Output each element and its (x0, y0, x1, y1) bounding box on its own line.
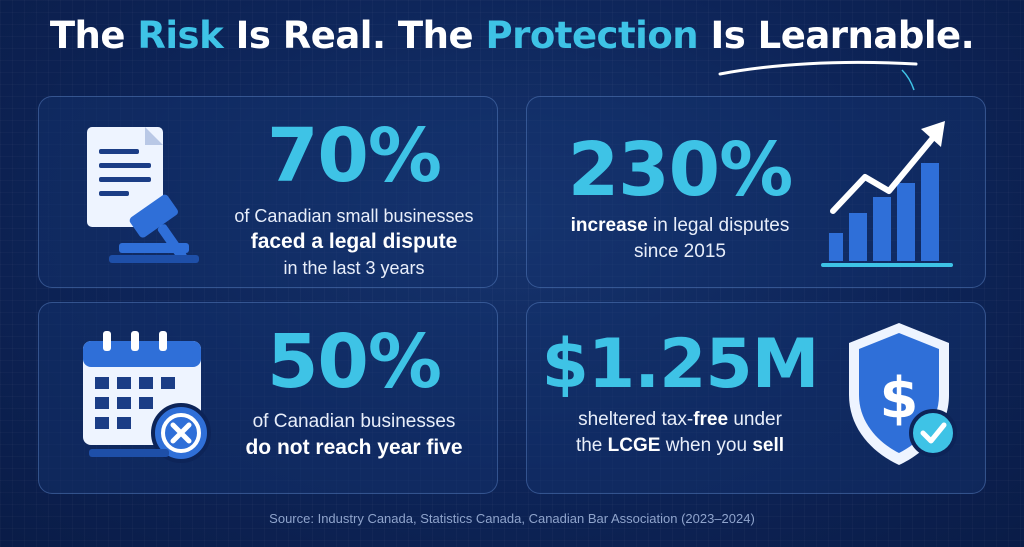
stat-description: increase in legal disputes since 2015 (570, 215, 790, 262)
headline-accent-risk: Risk (137, 14, 224, 57)
headline-accent-protection: Protection (485, 14, 699, 57)
svg-text:$: $ (880, 366, 919, 431)
stat-description: of Canadian businesses do not reach year… (245, 411, 463, 459)
stat-value: 230% (567, 127, 794, 213)
shield-dollar-check-icon: $ (849, 323, 957, 465)
stat-card-business-survival: 50% of Canadian businesses do not reach … (38, 302, 498, 494)
underline-swoosh (718, 60, 918, 91)
calendar-x-icon (83, 331, 211, 463)
stat-description: sheltered tax-free under the LCGE when y… (575, 409, 785, 456)
stat-value: 50% (266, 319, 442, 405)
document-gavel-icon (87, 127, 199, 263)
source-citation: Source: Industry Canada, Statistics Cana… (269, 511, 755, 526)
stat-description: of Canadian small businesses faced a leg… (234, 206, 474, 278)
stat-value: $1.25M (541, 325, 820, 404)
page-title: The Risk Is Real. The Protection Is Lear… (49, 14, 975, 57)
stat-value: 70% (266, 113, 442, 199)
stat-card-legal-dispute: 70% of Canadian small businesses faced a… (38, 96, 498, 288)
stat-card-lcge: $1.25M sheltered tax-free under the LCGE… (526, 302, 986, 494)
growth-chart-icon (821, 121, 953, 267)
stat-card-dispute-increase: 230% increase in legal disputes since 20… (526, 96, 986, 288)
